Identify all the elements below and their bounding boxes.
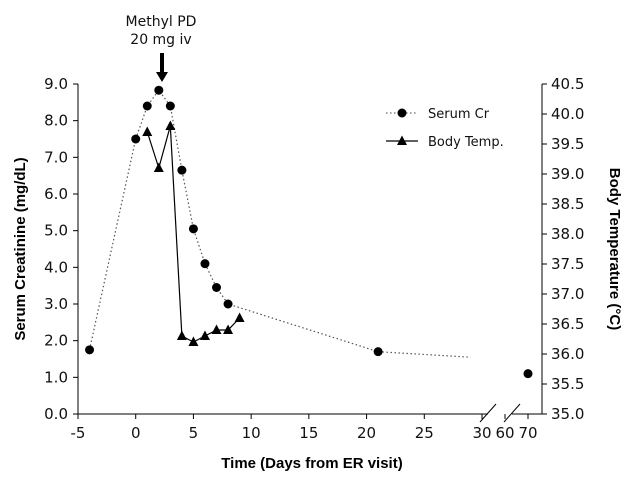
y-right-tick-label: 39.0 (551, 165, 584, 183)
serum-cr-point (85, 345, 95, 355)
annotation-line2: 20 mg iv (130, 32, 191, 48)
body-temp-point (188, 336, 199, 346)
x-tick-label: 0 (131, 424, 141, 442)
body-temp-point (223, 324, 234, 334)
y-right-tick-label: 35.0 (551, 405, 584, 423)
x-tick-label: -5 (71, 424, 86, 442)
legend-label-body-temp: Body Temp. (428, 135, 504, 150)
body-temp-line (146, 125, 241, 343)
body-temp-point (153, 162, 164, 172)
axis-break-mark-2 (503, 403, 521, 423)
x-axis-title: Time (Days from ER visit) (221, 455, 402, 472)
serum-cr-point (165, 101, 175, 111)
y-left-tick-label: 0.0 (44, 405, 68, 423)
serum-cr-point (523, 369, 533, 379)
legend-triangle-marker (397, 135, 407, 145)
x-tick-label: 5 (189, 424, 199, 442)
y-right-tick-label: 38.0 (551, 225, 584, 243)
body-temp-point (199, 330, 210, 340)
y-right-tick-label: 39.5 (551, 135, 584, 153)
body-temp-point (142, 126, 153, 136)
serum-cr-point (200, 259, 210, 269)
x-tick-label: 10 (242, 424, 261, 442)
annotation-line1: Methyl PD (126, 14, 197, 30)
axis-break-mark-1 (479, 403, 497, 423)
ticks-layer: -5 0 5 10 15 20 25 30 60 70 0.0 1.0 2.0 3.0 4.0 5.0 6.0 7… (44, 75, 584, 442)
legend-item-serum-cr: Serum Cr (386, 107, 490, 122)
body-temp-point (165, 120, 176, 130)
y-right-tick-label: 35.5 (551, 375, 584, 393)
axes (77, 84, 543, 423)
serum-cr-point (212, 283, 222, 292)
body-temp-point (234, 312, 245, 322)
serum-cr-line (88, 89, 471, 358)
x-tick-label: 30 (472, 424, 491, 442)
y-right-tick-label: 40.0 (551, 105, 584, 123)
x-tick-label: 15 (299, 424, 318, 442)
y-right-tick-label: 36.5 (551, 315, 584, 333)
serum-cr-point (223, 299, 233, 309)
series-layer (85, 85, 533, 379)
annotation-arrow (156, 53, 168, 82)
serum-cr-point (188, 224, 198, 234)
y-right-tick-label: 36.0 (551, 345, 584, 363)
x-tick-label: 25 (415, 424, 434, 442)
y-right-tick-label: 37.0 (551, 285, 584, 303)
y-left-tick-label: 2.0 (44, 332, 68, 350)
serum-cr-point (154, 85, 164, 95)
y-left-tick-label: 8.0 (44, 112, 68, 130)
y-left-tick-label: 4.0 (44, 258, 68, 276)
y-left-tick-label: 6.0 (44, 185, 68, 203)
body-temp-point (176, 330, 187, 340)
x-tick-label: 20 (357, 424, 376, 442)
y-left-tick-label: 7.0 (44, 148, 68, 166)
body-temp-point (211, 324, 222, 334)
legend-circle-marker (397, 108, 407, 118)
y-left-tick-label: 1.0 (44, 368, 68, 386)
legend-label-serum-cr: Serum Cr (428, 107, 490, 122)
y-right-tick-label: 37.5 (551, 255, 584, 273)
y-axis-left-title: Serum Creatinine (mg/dL) (12, 157, 29, 340)
serum-cr-point (131, 134, 141, 144)
y-right-tick-label: 40.5 (551, 75, 584, 93)
legend: Serum Cr Body Temp. (386, 107, 504, 150)
serum-cr-point (373, 347, 383, 357)
y-left-tick-label: 3.0 (44, 295, 68, 313)
y-right-tick-label: 38.5 (551, 195, 584, 213)
x-tick-label: 70 (518, 424, 537, 442)
legend-item-body-temp: Body Temp. (386, 135, 504, 150)
y-left-tick-label: 5.0 (44, 222, 68, 240)
serum-cr-point (177, 165, 187, 175)
y-left-tick-label: 9.0 (44, 75, 68, 93)
y-axis-right-title: Body Temperature (°C) (606, 168, 623, 330)
x-tick-label: 60 (495, 424, 514, 442)
serum-cr-point (142, 101, 152, 111)
